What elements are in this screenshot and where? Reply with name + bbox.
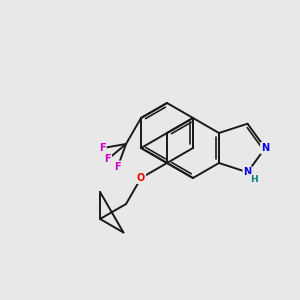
- Text: N: N: [243, 167, 252, 177]
- Text: F: F: [99, 143, 106, 153]
- Text: O: O: [137, 173, 145, 183]
- Text: H: H: [250, 175, 257, 184]
- Text: F: F: [104, 154, 111, 164]
- Text: N: N: [261, 143, 269, 153]
- Text: F: F: [115, 161, 121, 172]
